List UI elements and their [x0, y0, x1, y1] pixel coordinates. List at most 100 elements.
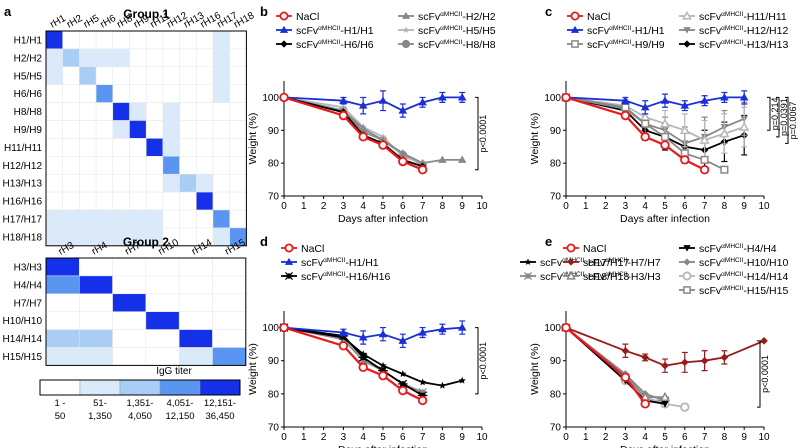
- legend-label: scFvαMHCII-H9/H9: [587, 39, 665, 51]
- group1-cell: [45, 30, 63, 50]
- data-point: [683, 286, 691, 294]
- x-tick-label: 4: [642, 432, 648, 443]
- data-point: [640, 132, 650, 142]
- group1-cell: [95, 173, 114, 193]
- data-point: [570, 11, 580, 21]
- group1-cell: [179, 30, 197, 50]
- group1-cell: [79, 102, 97, 121]
- group1-cell: [45, 84, 63, 103]
- group1-row-label: H16/H16: [3, 197, 43, 208]
- data-point: [660, 132, 670, 141]
- data-point: [418, 98, 427, 106]
- legend-label: scFvαMHCII-H15/H15: [699, 285, 788, 297]
- y-axis-label: Weight (%): [529, 113, 541, 165]
- group1-cell: [129, 156, 147, 175]
- legend-range-label: 1,350: [88, 411, 112, 422]
- data-point: [418, 158, 427, 167]
- legend-swatch: [159, 379, 201, 396]
- group1-cell: [179, 66, 197, 85]
- x-tick-label: 0: [563, 201, 569, 212]
- group1-cell: [129, 138, 147, 157]
- y-tick-label: 70: [268, 192, 280, 203]
- x-tick-label: 10: [476, 432, 488, 443]
- x-tick-label: 5: [380, 432, 386, 443]
- data-point: [683, 27, 691, 34]
- group1-cell: [45, 66, 63, 85]
- series-e-0: [561, 322, 650, 409]
- data-point: [620, 110, 631, 121]
- group2-cell: [79, 311, 113, 330]
- x-tick-label: 1: [301, 201, 307, 212]
- group1-cell: [129, 191, 147, 211]
- group1-cell: [45, 102, 63, 121]
- group1-cell: [112, 138, 130, 157]
- legend-label: scFvαMHCII-H8/H8: [418, 39, 496, 51]
- p-value: p<0.0001: [760, 355, 770, 393]
- data-point: [401, 11, 411, 19]
- legend-range-label: 4,050: [128, 411, 152, 422]
- group1-cell: [145, 66, 164, 85]
- group1-cell: [212, 102, 230, 121]
- legend-item: scFvαMHCII-H1/H1: [281, 257, 379, 269]
- series-line: [283, 326, 463, 342]
- legend-label: scFvαMHCII-H14/H14: [699, 271, 788, 283]
- group2-cell: [112, 275, 147, 295]
- group2-title: Group 2: [123, 235, 169, 249]
- data-point: [661, 361, 669, 370]
- x-tick-label: 1: [583, 201, 589, 212]
- data-point: [682, 271, 692, 281]
- data-point: [739, 121, 750, 131]
- group1-cell: [229, 209, 247, 229]
- data-point: [699, 134, 710, 144]
- group1-cell: [145, 138, 164, 157]
- x-tick-label: 2: [603, 432, 609, 443]
- group2-cell: [45, 311, 80, 330]
- data-point: [571, 40, 579, 48]
- legend-swatch: [199, 379, 241, 396]
- group1-cell: [129, 84, 147, 103]
- data-point: [398, 106, 408, 114]
- data-point: [379, 361, 387, 369]
- group2-cell: [178, 311, 213, 330]
- group2-cell: [145, 347, 180, 366]
- data-point: [659, 391, 671, 401]
- group1-cell: [196, 173, 214, 193]
- y-tick-label: 80: [268, 159, 280, 170]
- data-point: [679, 124, 690, 135]
- group2-cell: [178, 293, 213, 312]
- p-value: p=0.0067: [788, 102, 798, 140]
- x-tick-label: 0: [563, 432, 569, 443]
- series-line: [283, 96, 463, 112]
- legend-item: scFvαMHCII-H1/H1: [567, 25, 665, 37]
- group2-cell: [45, 275, 80, 295]
- group1-cell: [179, 209, 197, 229]
- x-tick-label: 1: [583, 432, 589, 443]
- group1-cell: [129, 173, 147, 193]
- panel-letter-c: c: [545, 4, 552, 19]
- group2-cell: [112, 347, 147, 366]
- group2-cell: [112, 311, 147, 330]
- group1-cell: [162, 173, 180, 193]
- group1-cell: [45, 156, 63, 175]
- group1-frame: [45, 30, 247, 247]
- group1-cell: [196, 30, 214, 50]
- legend-label: NaCl: [301, 243, 324, 255]
- group1-cell: [196, 66, 214, 85]
- group1-cell: [45, 173, 63, 193]
- x-axis-label: Days after infection: [338, 444, 428, 448]
- legend-item: scFvαMHCII-H8/H8: [398, 39, 496, 51]
- data-point: [284, 271, 294, 281]
- legend-item: NaCl: [567, 11, 610, 23]
- group2-cell: [212, 347, 247, 366]
- group1-cell: [212, 48, 230, 68]
- group1-cell: [179, 84, 197, 103]
- group1-cell: [95, 102, 114, 121]
- group2-row-label: H7/H7: [14, 298, 43, 309]
- group1-cell: [162, 102, 180, 121]
- x-tick-label: 3: [623, 432, 629, 443]
- y-tick-label: 80: [550, 389, 562, 400]
- x-tick-label: 3: [341, 201, 347, 212]
- legend-swatch: [39, 379, 81, 396]
- legend-label: scFvαMHCII-H17/H17: [540, 257, 629, 269]
